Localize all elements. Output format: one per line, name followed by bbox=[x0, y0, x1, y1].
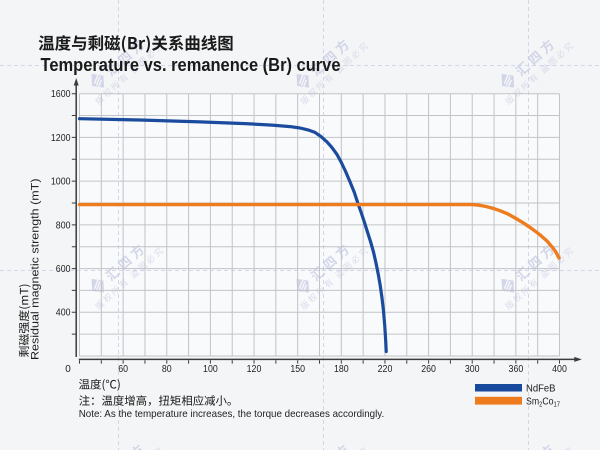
svg-text:260: 260 bbox=[421, 364, 436, 375]
svg-text:1000: 1000 bbox=[51, 177, 71, 188]
svg-text:NdFeB: NdFeB bbox=[526, 382, 556, 394]
svg-text:Sm2Co17: Sm2Co17 bbox=[526, 395, 560, 408]
svg-text:400: 400 bbox=[552, 364, 567, 375]
svg-text:60: 60 bbox=[118, 364, 128, 375]
svg-text:1600: 1600 bbox=[51, 89, 71, 100]
svg-text:400: 400 bbox=[56, 308, 71, 319]
svg-text:800: 800 bbox=[56, 220, 71, 231]
svg-text:300: 300 bbox=[465, 364, 480, 375]
svg-text:Temperature vs. remanence (Br): Temperature vs. remanence (Br) curve bbox=[41, 55, 341, 75]
svg-text:80: 80 bbox=[162, 364, 172, 375]
svg-text:150: 150 bbox=[290, 364, 305, 375]
svg-text:Note: As the temperature incre: Note: As the temperature increases, the … bbox=[79, 408, 385, 420]
svg-text:600: 600 bbox=[56, 264, 71, 275]
svg-text:180: 180 bbox=[334, 364, 349, 375]
svg-text:220: 220 bbox=[378, 364, 393, 375]
svg-text:1200: 1200 bbox=[51, 133, 71, 144]
svg-text:100: 100 bbox=[203, 364, 218, 375]
svg-text:120: 120 bbox=[247, 364, 262, 375]
svg-text:Residual magnetic strength (mT: Residual magnetic strength (mT) bbox=[30, 179, 42, 361]
svg-text:0: 0 bbox=[65, 364, 71, 375]
svg-text:360: 360 bbox=[509, 364, 524, 375]
